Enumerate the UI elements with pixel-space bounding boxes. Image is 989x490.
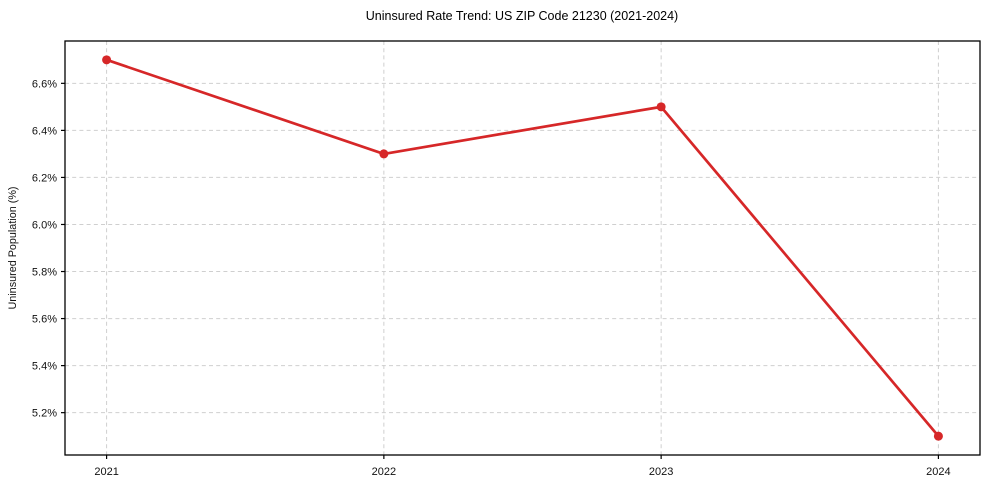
trend-line xyxy=(106,58,940,438)
gridlines xyxy=(65,41,980,455)
axis-ticks: 5.2% 5.4% 5.6% 5.8% 6.0% 6.2% 6.4% 6.6% 2021 2022… xyxy=(32,78,951,478)
plot-border xyxy=(64,40,981,456)
data-point xyxy=(379,149,389,159)
data-point xyxy=(656,102,666,112)
y-tick-label: 5.6% xyxy=(32,314,57,326)
y-tick-label: 6.2% xyxy=(32,172,57,184)
y-tick-label: 6.4% xyxy=(32,125,57,137)
data-point xyxy=(933,431,943,441)
x-tick-label: 2021 xyxy=(94,466,118,478)
x-tick-label: 2024 xyxy=(926,466,950,478)
y-axis-title: Uninsured Population (%) xyxy=(7,186,19,309)
y-tick-label: 6.6% xyxy=(32,78,57,90)
x-tick-label: 2023 xyxy=(649,466,673,478)
data-point xyxy=(102,55,112,65)
chart-title: Uninsured Rate Trend: US ZIP Code 21230 … xyxy=(366,9,678,23)
y-tick-label: 5.2% xyxy=(32,408,57,420)
x-tick-label: 2022 xyxy=(372,466,396,478)
y-tick-label: 6.0% xyxy=(32,219,57,231)
y-tick-label: 5.8% xyxy=(32,267,57,279)
data-series xyxy=(102,55,943,441)
y-tick-label: 5.4% xyxy=(32,361,57,373)
